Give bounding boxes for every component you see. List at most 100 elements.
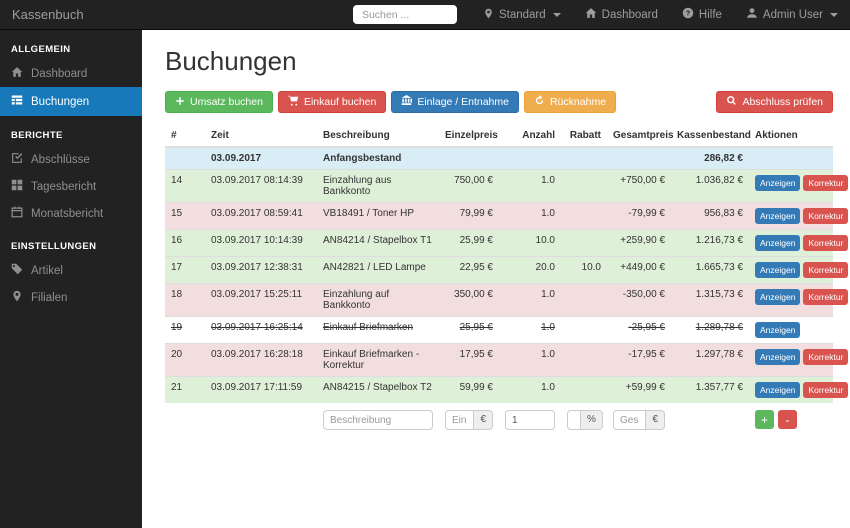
korrektur-button[interactable]: Korrektur bbox=[803, 235, 849, 251]
anzeigen-button[interactable]: Anzeigen bbox=[755, 235, 801, 251]
anzeigen-button[interactable]: Anzeigen bbox=[755, 382, 801, 398]
cell-anzahl-input bbox=[499, 403, 561, 435]
table-row: 17 03.09.2017 12:38:31 AN42821 / LED Lam… bbox=[165, 256, 849, 284]
home-icon bbox=[11, 66, 23, 81]
cell-einzelpreis: 17,95 € bbox=[439, 343, 499, 377]
col-header-zeit: Zeit bbox=[205, 125, 317, 148]
cell-rabatt bbox=[561, 343, 607, 377]
sidebar-item-artikel[interactable]: Artikel bbox=[0, 257, 142, 284]
cell-zeit: 03.09.2017 16:25:14 bbox=[205, 316, 317, 344]
cell-add-remove: + - bbox=[749, 403, 833, 435]
cell-beschreibung: AN42821 / LED Lampe bbox=[317, 256, 439, 284]
cell-rabatt-input: % bbox=[561, 403, 607, 435]
navbar-item-admin-user[interactable]: Admin User bbox=[734, 0, 850, 29]
percent-addon: % bbox=[581, 410, 603, 430]
sidebar: ALLGEMEIN Dashboard Buchungen BERICHTE A… bbox=[0, 30, 142, 528]
map-marker-icon bbox=[11, 290, 23, 305]
anzeigen-button[interactable]: Anzeigen bbox=[755, 289, 801, 305]
beschreibung-input[interactable] bbox=[323, 410, 433, 430]
cell-einzelpreis: 350,00 € bbox=[439, 283, 499, 317]
sidebar-item-tagesbericht[interactable]: Tagesbericht bbox=[0, 173, 142, 200]
button-label: Einlage / Entnahme bbox=[417, 96, 509, 108]
anzeigen-button[interactable]: Anzeigen bbox=[755, 262, 801, 278]
gesamtpreis-input[interactable] bbox=[613, 410, 647, 430]
abschluss-pruefen-button[interactable]: Abschluss prüfen bbox=[716, 91, 833, 113]
button-label: Einkauf buchen bbox=[303, 96, 377, 108]
euro-addon: € bbox=[474, 410, 493, 430]
cell-rabatt bbox=[561, 202, 607, 230]
sidebar-item-dashboard[interactable]: Dashboard bbox=[0, 60, 142, 87]
anzeigen-button[interactable]: Anzeigen bbox=[755, 175, 801, 191]
ruecknahme-button[interactable]: Rücknahme bbox=[524, 91, 617, 113]
search-input[interactable] bbox=[352, 5, 457, 25]
sidebar-item-filialen[interactable]: Filialen bbox=[0, 284, 142, 311]
sidebar-item-label: Filialen bbox=[31, 291, 68, 304]
anzeigen-button[interactable]: Anzeigen bbox=[755, 208, 801, 224]
table-row: 19 03.09.2017 16:25:14 Einkauf Briefmark… bbox=[165, 316, 833, 344]
sidebar-item-label: Buchungen bbox=[31, 95, 90, 108]
remove-row-button[interactable]: - bbox=[778, 410, 797, 429]
col-header-nr: # bbox=[165, 125, 205, 148]
cell-kassenbestand: 1.216,73 € bbox=[671, 229, 749, 257]
cell-anzahl: 1.0 bbox=[499, 343, 561, 377]
home-icon bbox=[585, 7, 597, 22]
table-header-row: # Zeit Beschreibung Einzelpreis Anzahl R… bbox=[165, 125, 833, 148]
korrektur-button[interactable]: Korrektur bbox=[803, 208, 849, 224]
add-row-button[interactable]: + bbox=[755, 410, 774, 429]
cell-gesamtpreis: +259,90 € bbox=[607, 229, 671, 257]
cell-rabatt bbox=[561, 147, 607, 170]
cell-beschreibung: Einzahlung aus Bankkonto bbox=[317, 169, 439, 203]
table-row: 20 03.09.2017 16:28:18 Einkauf Briefmark… bbox=[165, 343, 849, 377]
sidebar-item-buchungen[interactable]: Buchungen bbox=[0, 87, 142, 116]
anzeigen-button[interactable]: Anzeigen bbox=[755, 349, 801, 365]
cell-zeit: 03.09.2017 16:28:18 bbox=[205, 343, 317, 377]
cell-nr: 18 bbox=[165, 283, 205, 317]
cell-actions: Anzeigen Korrektur bbox=[749, 169, 849, 203]
navbar-item-standard[interactable]: Standard bbox=[471, 0, 573, 29]
cell-beschreibung: Einkauf Briefmarken bbox=[317, 316, 439, 344]
korrektur-button[interactable]: Korrektur bbox=[803, 175, 849, 191]
col-header-aktionen: Aktionen bbox=[749, 125, 833, 148]
cell-zeit: 03.09.2017 15:25:11 bbox=[205, 283, 317, 317]
navbar-item-hilfe[interactable]: ? Hilfe bbox=[670, 0, 734, 29]
sidebar-item-abschluesse[interactable]: Abschlüsse bbox=[0, 146, 142, 173]
umsatz-buchen-button[interactable]: Umsatz buchen bbox=[165, 91, 273, 113]
cell-gesamtpreis bbox=[607, 147, 671, 170]
cell-nr: 21 bbox=[165, 376, 205, 403]
navbar-item-dashboard[interactable]: Dashboard bbox=[573, 0, 670, 29]
button-label: Rücknahme bbox=[550, 96, 607, 108]
top-navbar: Kassenbuch Standard Dashboard ? Hilfe Ad… bbox=[0, 0, 850, 30]
cell-beschreibung: AN84214 / Stapelbox T1 bbox=[317, 229, 439, 257]
navbar-item-label: Admin User bbox=[762, 8, 823, 21]
page-title: Buchungen bbox=[165, 46, 297, 76]
sidebar-item-monatsbericht[interactable]: Monatsbericht bbox=[0, 200, 142, 227]
cell-rabatt bbox=[561, 283, 607, 317]
navbar-item-label: Hilfe bbox=[698, 8, 722, 21]
chevron-down-icon bbox=[830, 12, 838, 17]
einzelpreis-input[interactable] bbox=[445, 410, 475, 430]
table-icon bbox=[11, 94, 23, 109]
table-row: 03.09.2017 Anfangsbestand 286,82 € bbox=[165, 147, 833, 170]
question-circle-icon: ? bbox=[682, 7, 694, 22]
bank-icon bbox=[401, 95, 413, 109]
cell-gesamtpreis: +59,99 € bbox=[607, 376, 671, 403]
einkauf-buchen-button[interactable]: Einkauf buchen bbox=[277, 91, 387, 113]
cell-actions: Anzeigen Korrektur bbox=[749, 376, 849, 403]
navbar-search bbox=[352, 5, 457, 25]
user-icon bbox=[746, 7, 758, 22]
einlage-entnahme-button[interactable]: Einlage / Entnahme bbox=[391, 91, 519, 113]
search-icon bbox=[726, 95, 737, 109]
korrektur-button[interactable]: Korrektur bbox=[803, 262, 849, 278]
anzahl-input[interactable] bbox=[505, 410, 555, 430]
korrektur-button[interactable]: Korrektur bbox=[803, 349, 849, 365]
app-brand[interactable]: Kassenbuch bbox=[12, 7, 84, 22]
cell-nr: 19 bbox=[165, 316, 205, 344]
cell-beschreibung: VB18491 / Toner HP bbox=[317, 202, 439, 230]
korrektur-button[interactable]: Korrektur bbox=[803, 289, 849, 305]
cell-beschreibung: AN84215 / Stapelbox T2 bbox=[317, 376, 439, 403]
rabatt-input[interactable] bbox=[567, 410, 581, 430]
col-header-kassenbestand: Kassenbestand bbox=[671, 125, 751, 148]
anzeigen-button[interactable]: Anzeigen bbox=[755, 322, 801, 338]
korrektur-button[interactable]: Korrektur bbox=[803, 382, 849, 398]
toolbar: Umsatz buchen Einkauf buchen Einlage / E… bbox=[165, 91, 833, 113]
